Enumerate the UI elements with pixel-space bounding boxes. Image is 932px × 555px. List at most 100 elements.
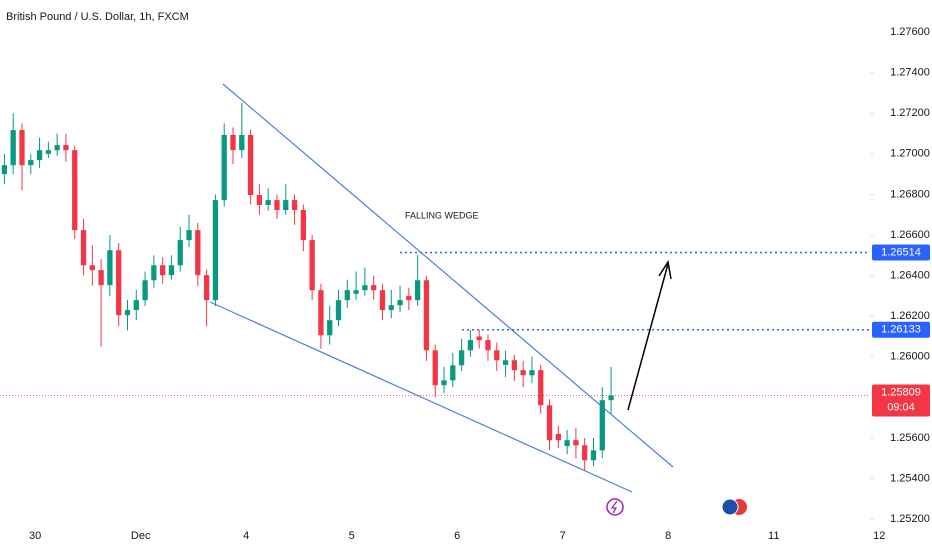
candle-body: [230, 134, 236, 151]
candle-body: [274, 200, 280, 211]
level-label-box: [872, 244, 930, 261]
arrow: [627, 263, 669, 411]
y-tick-label: 1.25200: [890, 513, 930, 525]
candle-body: [186, 230, 192, 241]
candle-body: [291, 200, 298, 211]
candle-body: [555, 433, 561, 441]
price-axis: [870, 0, 932, 550]
candle-body: [54, 145, 60, 151]
y-tick-label: 1.25400: [890, 472, 930, 484]
candle-body: [221, 134, 227, 201]
candle-body: [318, 290, 324, 336]
candle-body: [247, 134, 254, 196]
candle-body: [450, 365, 456, 381]
candle-body: [467, 340, 474, 351]
candle-body: [423, 280, 430, 351]
candle-body: [63, 145, 69, 151]
y-tick-label: 1.26400: [890, 269, 930, 281]
x-tick-label: 4: [243, 530, 249, 542]
candle-body: [195, 230, 201, 276]
candle-body: [388, 305, 394, 311]
event-icons: [606, 498, 747, 516]
candle-body: [353, 290, 359, 294]
candle-body: [72, 150, 78, 231]
countdown: 09:04: [887, 401, 915, 413]
y-tick-label: 1.27200: [890, 107, 930, 119]
candle-body: [239, 134, 245, 151]
wedge-upper: [222, 83, 674, 468]
candle-body: [608, 395, 614, 401]
candle-body: [212, 200, 219, 301]
candle-body: [538, 370, 544, 406]
candle-body: [203, 275, 210, 301]
candle-body: [335, 300, 342, 321]
candle-body: [10, 130, 16, 166]
x-tick-label: 12: [873, 530, 885, 542]
candle-body: [599, 400, 605, 451]
candle-body: [485, 340, 491, 351]
candle-body: [379, 290, 386, 311]
flag-icon: [721, 498, 739, 516]
y-tick-label: 1.26000: [890, 351, 930, 363]
x-tick-label: 30: [29, 530, 41, 542]
candle-body: [441, 380, 447, 386]
candle-body: [371, 285, 377, 291]
candle-body: [573, 440, 579, 446]
candle-body: [256, 195, 263, 205]
candle-body: [19, 130, 25, 166]
x-tick-label: 5: [349, 530, 355, 542]
x-tick-label: 11: [768, 530, 779, 542]
chart-title: British Pound / U.S. Dollar, 1h, FXCM: [6, 11, 189, 23]
candle-body: [546, 405, 553, 441]
candle-body: [283, 200, 289, 211]
candle-body: [344, 290, 350, 301]
y-tick-label: 1.25600: [890, 432, 930, 444]
candle-body: [116, 250, 122, 316]
candle-body: [1, 165, 8, 175]
candle-body: [476, 336, 482, 341]
candle-body: [98, 270, 104, 286]
candle-body: [265, 200, 271, 205]
level-label: 1.26514: [881, 246, 921, 258]
y-tick-label: 1.27600: [890, 26, 930, 38]
y-tick-label: 1.27400: [890, 67, 930, 79]
candle-body: [36, 150, 43, 161]
candle-body: [582, 445, 588, 461]
candle-body: [177, 240, 183, 266]
candle-body: [529, 370, 535, 376]
x-tick-label: 6: [454, 530, 460, 542]
candle-body: [520, 370, 526, 376]
candle-body: [494, 350, 500, 361]
y-tick-label: 1.26200: [890, 310, 930, 322]
candle-body: [168, 265, 175, 276]
last-price-label: 1.25809: [881, 386, 921, 398]
candle-body: [415, 280, 421, 301]
candle-body: [309, 240, 315, 291]
level-label: 1.26133: [881, 324, 921, 336]
candle-body: [124, 310, 131, 316]
candle-body: [502, 360, 509, 365]
candle-body: [28, 160, 34, 166]
x-tick-label: Dec: [131, 530, 151, 542]
candle-body: [151, 265, 157, 281]
candle-body: [397, 300, 403, 306]
y-tick-label: 1.27000: [890, 148, 930, 160]
candle-body: [327, 320, 333, 336]
candle-body: [300, 210, 306, 241]
candle-body: [142, 280, 148, 301]
event-icon: [606, 498, 624, 516]
y-tick-label: 1.26600: [890, 229, 930, 241]
candle-body: [45, 150, 51, 154]
drawings: [209, 83, 674, 493]
y-tick-label: 1.26800: [890, 188, 930, 200]
candle-body: [89, 265, 95, 271]
candle-body: [564, 440, 570, 447]
annotation: FALLING WEDGE: [405, 210, 479, 220]
candle-body: [362, 285, 368, 291]
arrow-head: [658, 259, 672, 280]
last-price-box: [872, 384, 930, 417]
x-tick-label: 8: [665, 530, 671, 542]
candle-body: [406, 295, 412, 301]
